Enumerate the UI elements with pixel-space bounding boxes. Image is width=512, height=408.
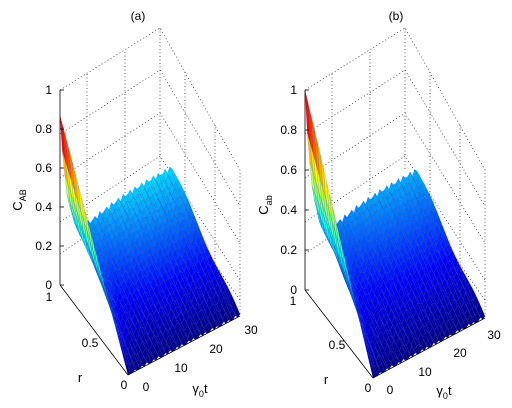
panel-b-t-tick: 20 xyxy=(453,346,467,360)
panel-b-title: (b) xyxy=(389,9,404,23)
panel-b-r-tick: 0 xyxy=(365,381,372,395)
panel-a-r-axis-line xyxy=(59,284,129,376)
panel-b-t-label-main: γ xyxy=(436,383,443,398)
panel-a-t-label-main: γ xyxy=(192,381,199,396)
panel-a-z-tick: 0.6 xyxy=(35,161,52,175)
panel-a-surface xyxy=(59,115,241,376)
panel-a-t-label-sub: 0 xyxy=(199,389,204,399)
panel-b-z-tick: 0.2 xyxy=(280,243,297,257)
panel-a-title: (a) xyxy=(131,9,146,23)
panel-b-r-label: r xyxy=(324,372,329,387)
panel-a-z-label-sub: AB xyxy=(18,189,28,201)
panel-b-t-tick: 30 xyxy=(487,328,501,342)
panel-a-r-label: r xyxy=(78,370,83,385)
panel-b-z-label-sub: ab xyxy=(264,195,274,205)
panel-b-t-label-tail: t xyxy=(448,383,452,398)
panel-a-z-tick: 1 xyxy=(45,83,52,97)
panel-b-z-tick: 0.6 xyxy=(280,163,297,177)
panel-b-z-label-main: C xyxy=(256,205,271,214)
panel-a-z-tick: 0.4 xyxy=(35,200,52,214)
panel-a-z-label-main: C xyxy=(10,201,25,210)
panel-b-t-label-sub: 0 xyxy=(443,391,448,401)
panel-b: (b) 0 0.2 0.4 0.6 0 xyxy=(256,9,501,401)
svg-text:CAB: CAB xyxy=(10,189,28,210)
panel-a-t-label: γ0t xyxy=(192,381,208,399)
panel-b-t-ticks: 0 10 20 30 xyxy=(387,328,501,397)
panel-b-t-label: γ0t xyxy=(436,383,452,401)
panel-a-z-label: CAB xyxy=(10,189,28,210)
panel-b-t-axis-line xyxy=(372,317,486,379)
panel-a-z-tick: 0 xyxy=(45,278,52,292)
svg-text:Cab: Cab xyxy=(256,195,274,214)
panel-b-z-tick: 0 xyxy=(290,283,297,297)
panel-a-r-tick: 1 xyxy=(46,290,53,304)
panel-b-r-tick: 1 xyxy=(290,294,297,308)
panel-b-surface xyxy=(304,89,486,379)
panel-b-z-label: Cab xyxy=(256,195,274,214)
panel-a-r-ticks: 0 0.5 1 xyxy=(46,290,128,392)
panel-a: (a) 0 0.2 0 xyxy=(10,9,258,399)
panel-b-t-tick: 10 xyxy=(418,365,432,379)
panel-a-t-tick: 20 xyxy=(209,342,223,356)
panel-a-t-tick: 30 xyxy=(244,323,258,337)
panel-a-t-axis-line xyxy=(127,315,241,376)
panel-a-t-tick: 10 xyxy=(174,361,188,375)
panel-a-r-tick: 0 xyxy=(121,378,128,392)
panel-b-z-tick: 0.8 xyxy=(280,123,297,137)
panel-b-z-ticks: 0 0.2 0.4 0.6 0.8 1 xyxy=(280,83,309,297)
panel-b-z-tick: 1 xyxy=(290,83,297,97)
panel-b-r-axis-line xyxy=(304,289,374,379)
panel-a-z-ticks: 0 0.2 0.4 0.6 0.8 1 xyxy=(35,83,64,292)
panel-a-t-ticks: 0 10 20 30 xyxy=(143,323,258,394)
panel-a-r-tick: 0.5 xyxy=(82,336,99,350)
panel-a-t-label-tail: t xyxy=(204,381,208,396)
panel-b-t-tick: 0 xyxy=(387,383,394,397)
panel-a-t-tick: 0 xyxy=(143,380,150,394)
panel-b-z-tick: 0.4 xyxy=(280,203,297,217)
panel-b-r-ticks: 0 0.5 1 xyxy=(290,294,372,395)
panel-b-r-tick: 0.5 xyxy=(329,338,346,352)
panel-a-z-tick: 0.8 xyxy=(35,122,52,136)
panel-a-z-tick: 0.2 xyxy=(35,239,52,253)
